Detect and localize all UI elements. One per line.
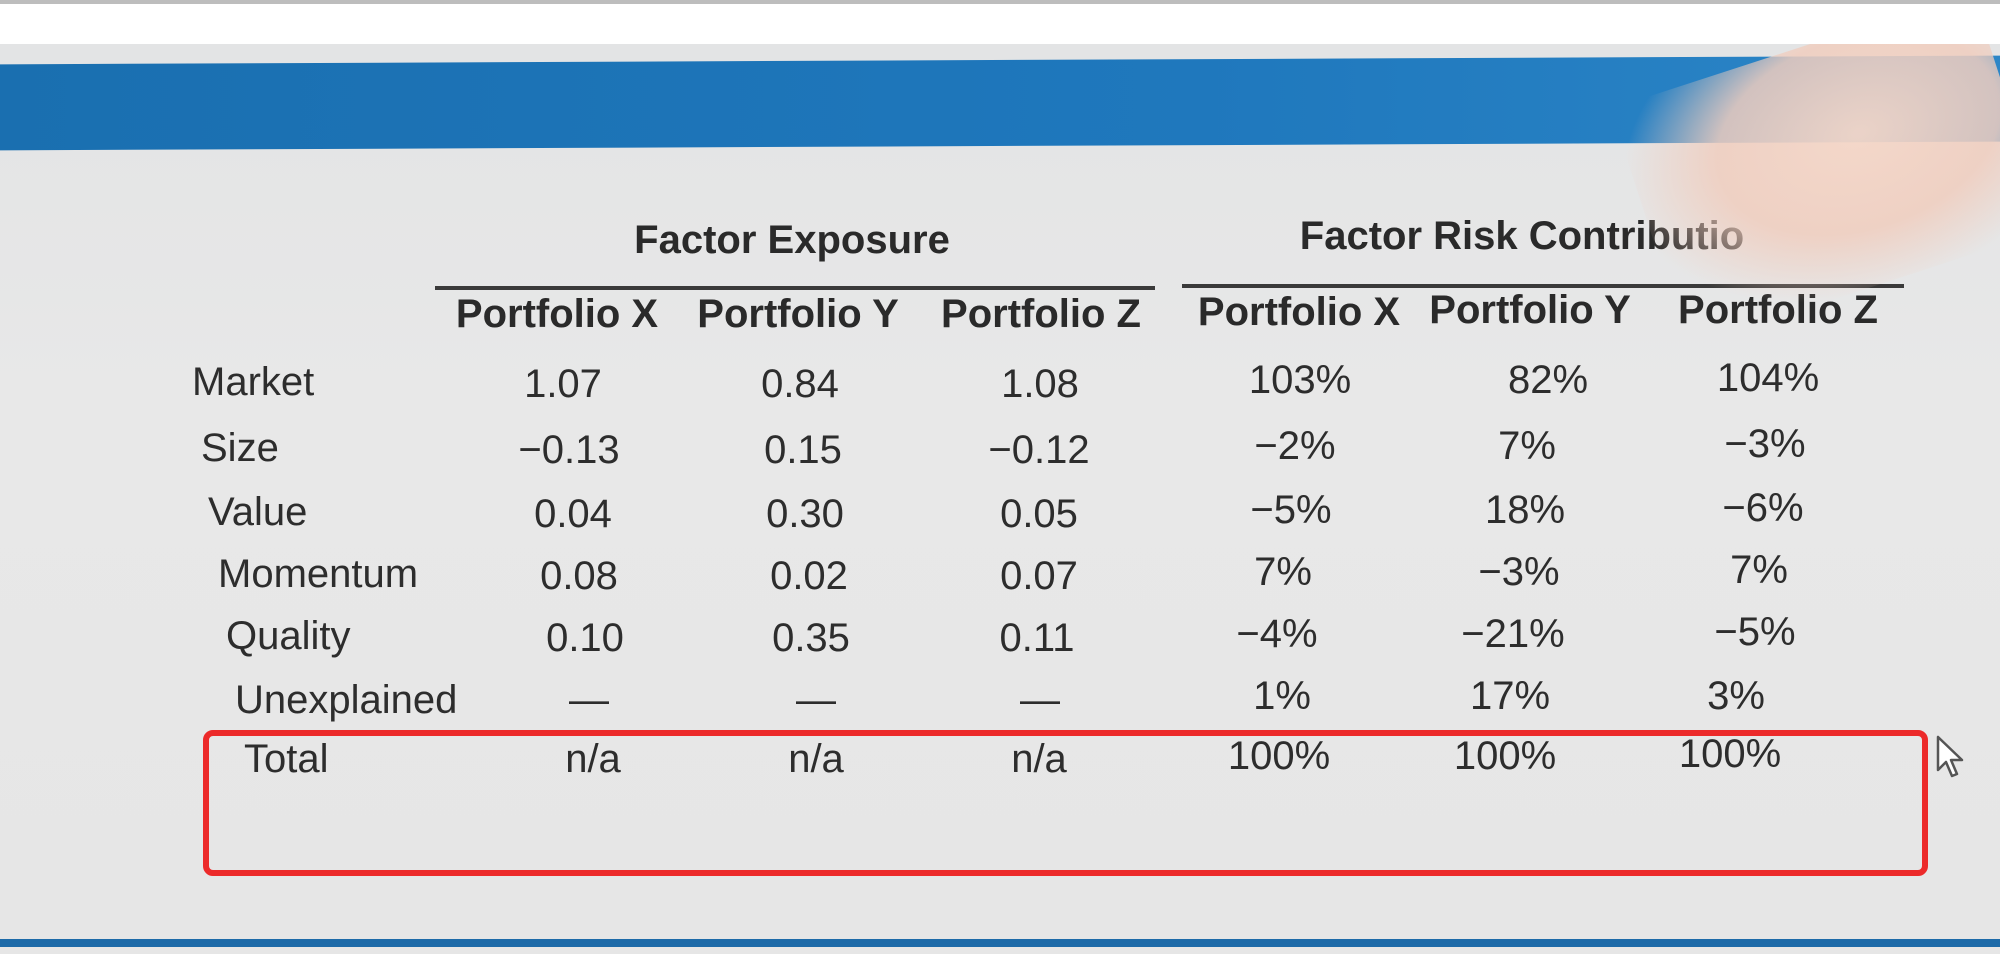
table-cell: 7% bbox=[1254, 550, 1312, 594]
table-cell: 7% bbox=[1730, 548, 1788, 592]
table-cell: 104% bbox=[1716, 356, 1820, 400]
exposure-rule bbox=[435, 286, 1155, 290]
row-label: Market bbox=[192, 360, 315, 404]
top-border bbox=[0, 0, 2000, 4]
table-cell: n/a bbox=[788, 737, 844, 781]
risk-rule bbox=[1182, 284, 1904, 288]
table-cell: 0.08 bbox=[540, 554, 618, 598]
table-cell: −6% bbox=[1722, 486, 1804, 530]
photo-frame: Factor Exposure Factor Risk Contributio … bbox=[0, 44, 2000, 954]
table-cell: 100% bbox=[1227, 734, 1331, 778]
row-label: Unexplained bbox=[235, 678, 458, 722]
table-cell: 0.30 bbox=[766, 492, 844, 536]
row-label: Total bbox=[244, 737, 329, 781]
table-cell: 100% bbox=[1453, 734, 1557, 778]
row-label: Size bbox=[201, 426, 279, 470]
table-cell: 0.07 bbox=[1000, 554, 1078, 598]
table-cell: −5% bbox=[1714, 610, 1796, 654]
table-cell: 0.35 bbox=[772, 616, 850, 660]
factor-table: Factor Exposure Factor Risk Contributio … bbox=[0, 44, 2000, 954]
table-cell: 7% bbox=[1498, 424, 1556, 468]
table-cell: 0.11 bbox=[999, 616, 1075, 660]
table-cell: −4% bbox=[1236, 612, 1318, 656]
row-label: Value bbox=[208, 490, 308, 534]
table-cell: 103% bbox=[1248, 358, 1352, 402]
table-cell: 1% bbox=[1253, 674, 1311, 718]
table-cell: 17% bbox=[1469, 674, 1551, 718]
table-cell: 0.84 bbox=[761, 362, 839, 406]
table-cell: 0.15 bbox=[764, 428, 842, 472]
table-cell: −0.12 bbox=[988, 428, 1090, 472]
table-cell: — bbox=[1020, 678, 1060, 722]
table-cell: −5% bbox=[1250, 488, 1332, 532]
group-title-factor-exposure: Factor Exposure bbox=[634, 218, 950, 262]
column-header: Portfolio X bbox=[455, 292, 659, 336]
bottom-blue-line bbox=[0, 939, 2000, 947]
column-header: Portfolio X bbox=[1197, 290, 1401, 334]
unexplained-row-highlight bbox=[203, 730, 1928, 876]
table-cell: 100% bbox=[1678, 732, 1782, 776]
table-cell: n/a bbox=[1011, 737, 1067, 781]
table-cell: 1.07 bbox=[524, 362, 602, 406]
mouse-pointer-icon bbox=[1935, 734, 1967, 787]
table-cell: 0.05 bbox=[1000, 492, 1078, 536]
table-cell: — bbox=[569, 678, 609, 722]
column-header: Portfolio Z bbox=[941, 292, 1141, 336]
column-header: Portfolio Y bbox=[1429, 288, 1631, 332]
table-cell: 82% bbox=[1507, 358, 1589, 402]
table-cell: −3% bbox=[1724, 422, 1806, 466]
column-header: Portfolio Y bbox=[697, 292, 899, 336]
table-cell: −0.13 bbox=[518, 428, 620, 472]
table-cell: — bbox=[796, 678, 836, 722]
row-label: Momentum bbox=[218, 552, 419, 596]
table-cell: 0.04 bbox=[534, 492, 612, 536]
table-cell: 1.08 bbox=[1001, 362, 1079, 406]
table-cell: 18% bbox=[1484, 488, 1566, 532]
row-label: Quality bbox=[226, 614, 351, 658]
table-cell: 3% bbox=[1707, 674, 1765, 718]
table-cell: 0.02 bbox=[770, 554, 848, 598]
table-cell: −21% bbox=[1461, 612, 1565, 656]
table-cell: 0.10 bbox=[546, 616, 624, 660]
table-cell: −3% bbox=[1478, 550, 1560, 594]
table-cell: n/a bbox=[565, 737, 621, 781]
table-cell: −2% bbox=[1254, 424, 1336, 468]
